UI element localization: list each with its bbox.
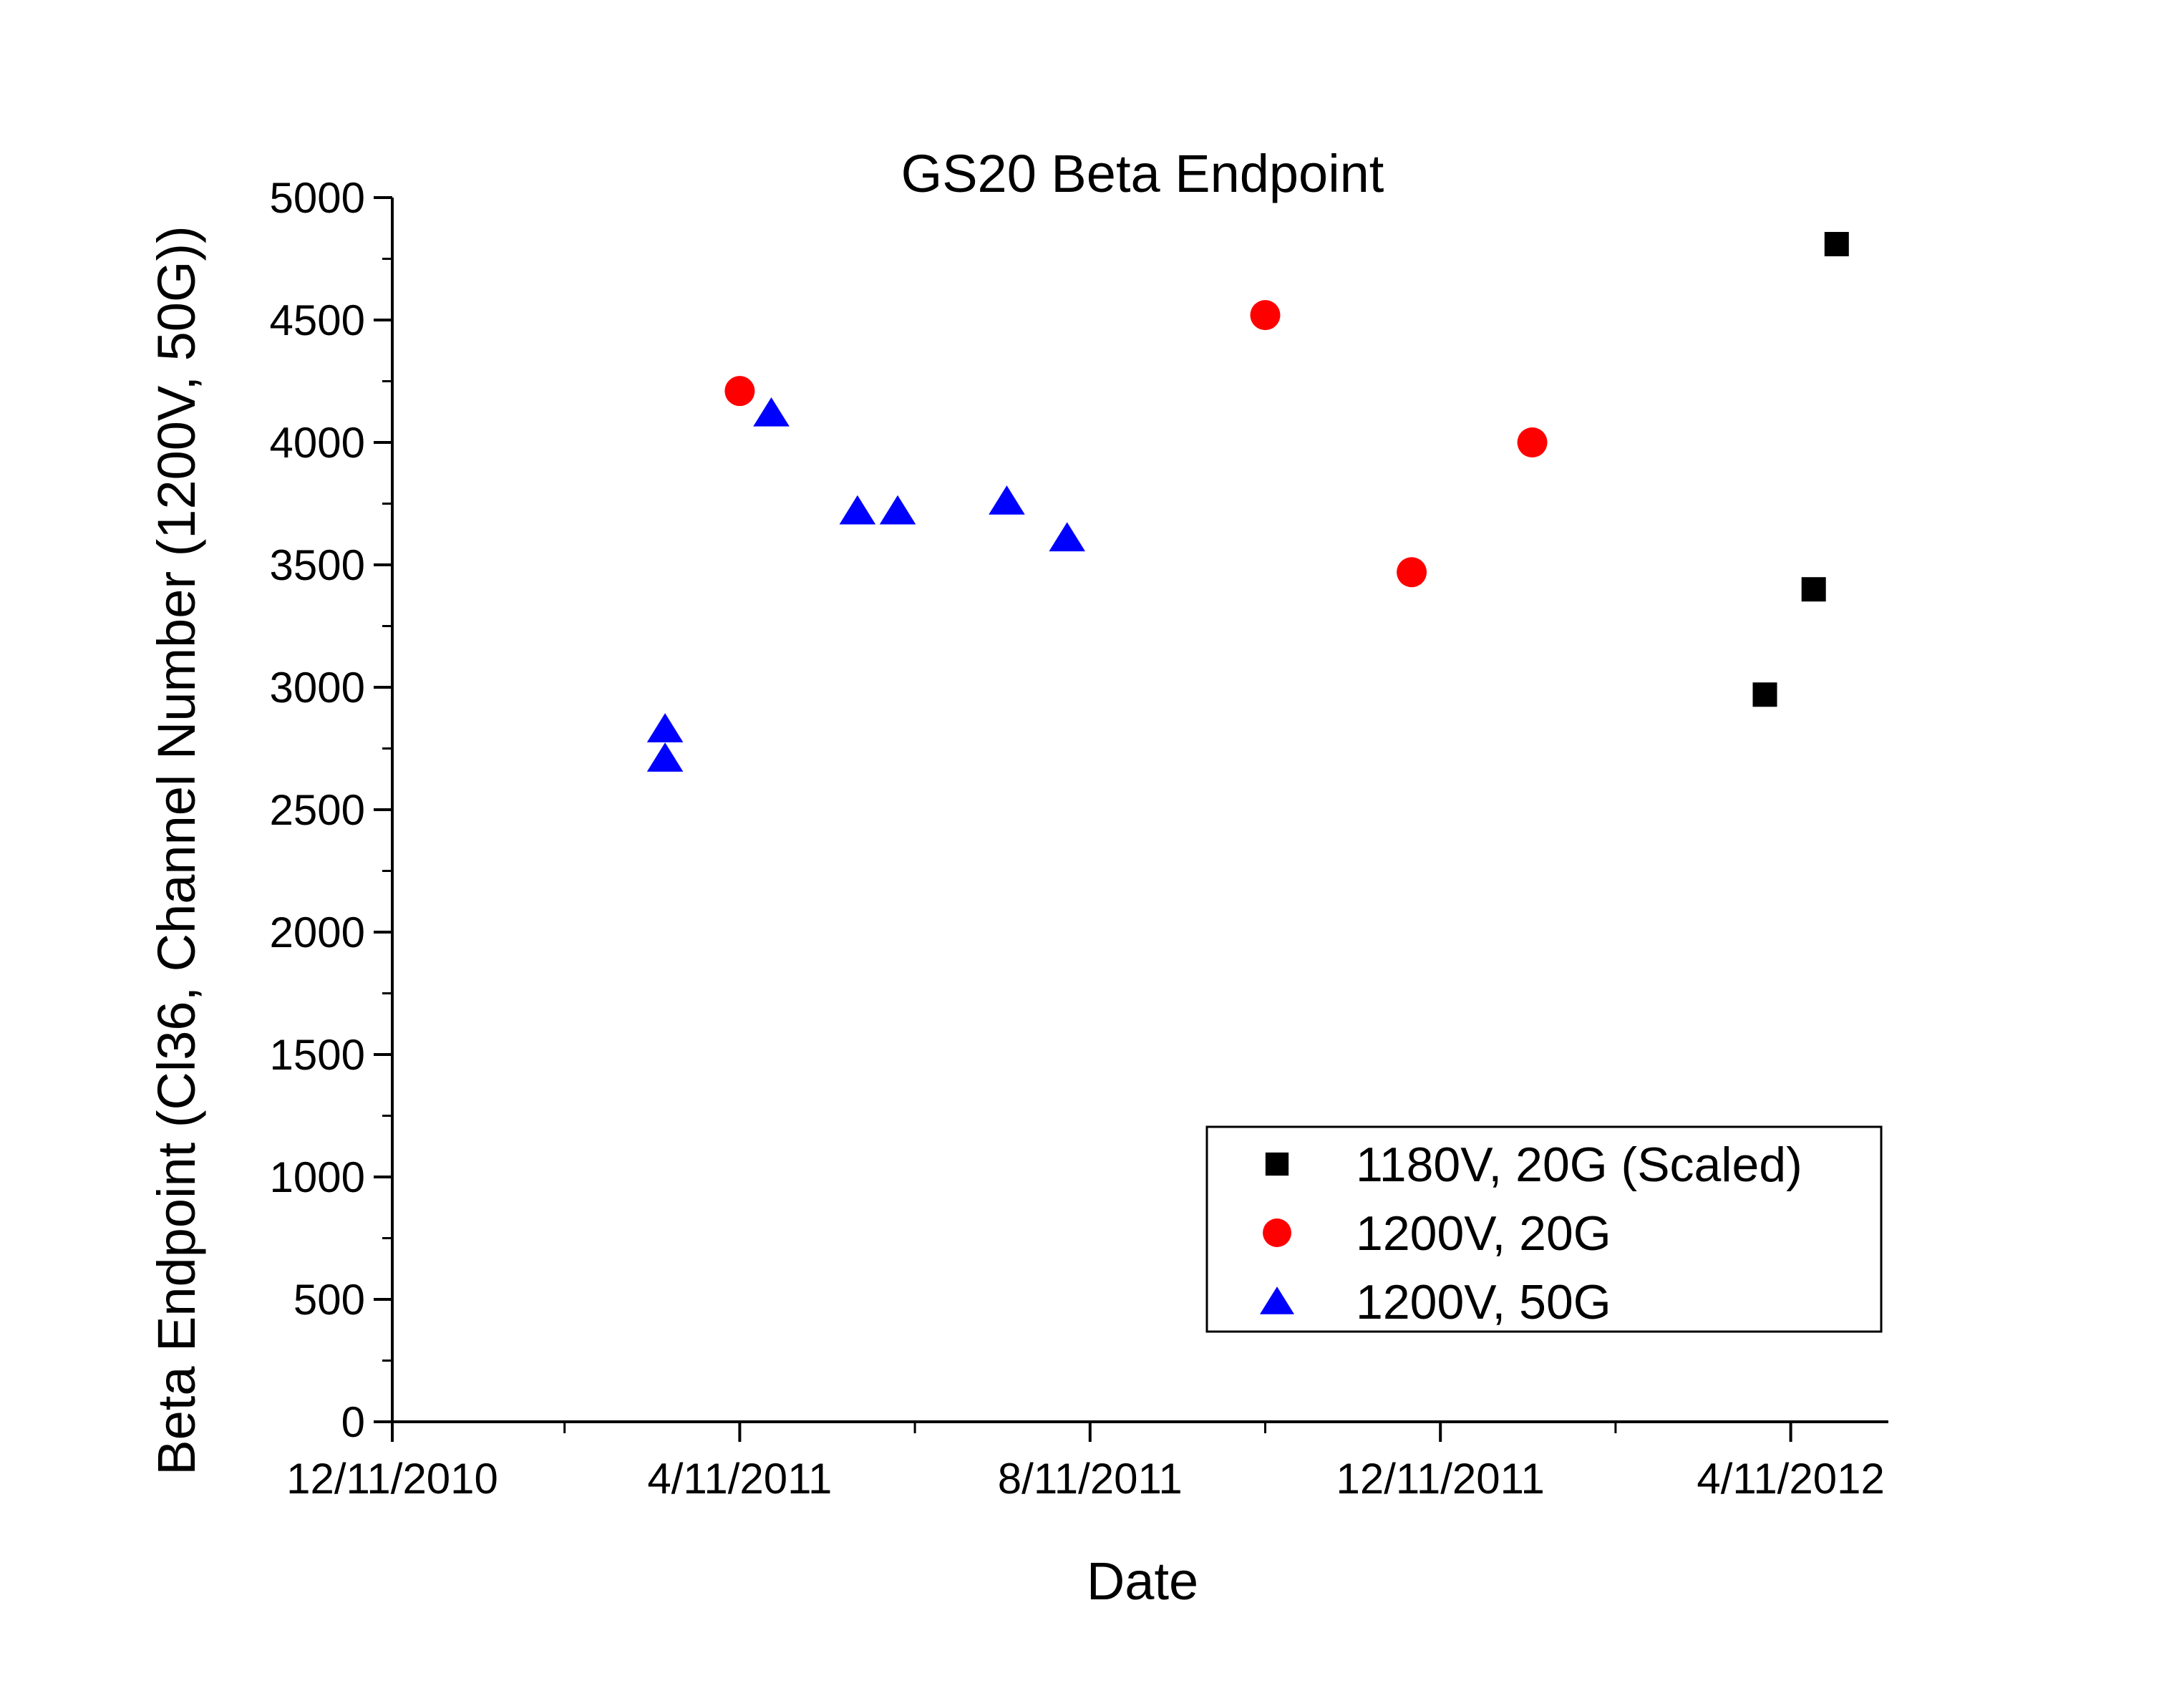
x-tick-label: 12/11/2011	[1336, 1455, 1545, 1503]
y-tick-label: 2000	[270, 908, 365, 956]
y-tick-label: 5000	[270, 174, 365, 222]
y-tick-label: 3000	[270, 664, 365, 712]
legend-marker-circle	[1263, 1218, 1291, 1247]
data-point-triangle	[753, 397, 790, 427]
legend: 1180V, 20G (Scaled) 1200V, 20G 1200V, 50G	[1205, 1125, 1883, 1333]
data-point-triangle	[646, 713, 684, 742]
legend-marker-square	[1265, 1152, 1289, 1176]
chart-title: GS20 Beta Endpoint	[901, 144, 1384, 203]
y-axis: 0 500 1000 1500 2000 2500 3000 3500 4000 4500 5000	[270, 174, 394, 1446]
data-point-circle	[1517, 427, 1548, 457]
data-points	[646, 231, 1849, 772]
legend-items: 1180V, 20G (Scaled) 1200V, 20G 1200V, 50G	[1259, 1138, 1802, 1329]
legend-label: 1200V, 20G	[1356, 1206, 1611, 1261]
data-point-square	[1824, 231, 1849, 256]
legend-label: 1180V, 20G (Scaled)	[1356, 1138, 1802, 1192]
data-point-triangle	[989, 485, 1025, 515]
x-tick-label: 8/11/2011	[998, 1455, 1183, 1503]
data-point-triangle	[879, 495, 916, 525]
y-tick-label: 1500	[270, 1031, 365, 1079]
data-point-circle	[724, 376, 755, 407]
data-point-circle	[1397, 557, 1427, 588]
y-tick-label: 500	[293, 1276, 365, 1324]
y-tick-label: 2500	[270, 786, 365, 834]
y-axis-label: Beta Endpoint (Cl36, Channel Number (120…	[147, 226, 206, 1475]
x-axis: 12/11/2010 4/11/2011 8/11/2011 12/11/2011 4/…	[286, 1420, 1888, 1503]
data-point-triangle	[1049, 522, 1086, 552]
data-point-triangle	[646, 742, 684, 772]
y-tick-label: 4000	[270, 419, 365, 467]
legend-marker-triangle	[1259, 1286, 1295, 1314]
x-tick-label: 4/11/2012	[1697, 1455, 1884, 1503]
data-point-square	[1801, 577, 1826, 602]
y-tick-label: 0	[341, 1398, 365, 1446]
x-axis-label: Date	[1087, 1551, 1198, 1611]
x-tick-label: 12/11/2010	[286, 1455, 498, 1503]
legend-label: 1200V, 50G	[1356, 1275, 1611, 1329]
y-tick-label: 1000	[270, 1153, 365, 1201]
y-tick-label: 3500	[270, 541, 365, 589]
x-tick-label: 4/11/2011	[647, 1455, 832, 1503]
y-tick-label: 4500	[270, 296, 365, 344]
data-point-circle	[1250, 300, 1281, 331]
data-point-triangle	[839, 495, 876, 525]
legend-frame	[1205, 1125, 1883, 1333]
data-point-square	[1752, 682, 1777, 707]
